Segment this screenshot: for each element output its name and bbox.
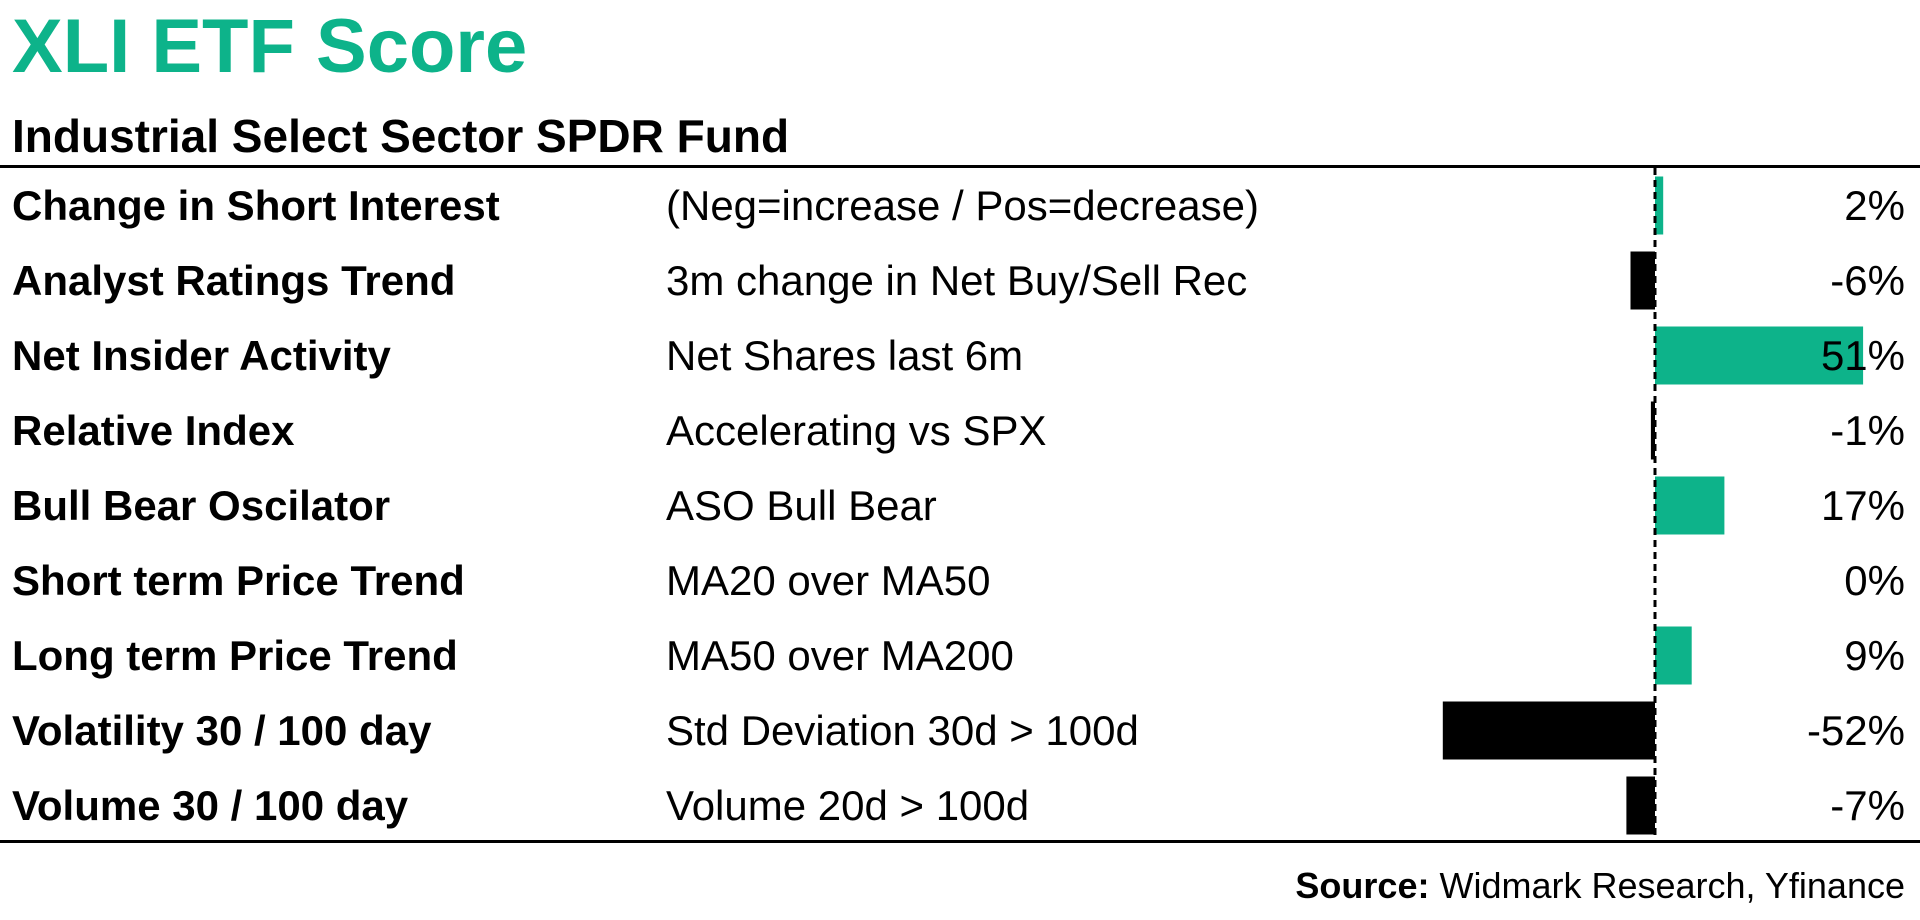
row-metric-name: Analyst Ratings Trend	[12, 257, 456, 304]
row-metric-description: Std Deviation 30d > 100d	[666, 707, 1139, 754]
row-value-label: -7%	[1830, 782, 1905, 829]
row-metric-name: Long term Price Trend	[12, 632, 458, 679]
row-metric-name: Bull Bear Oscilator	[12, 482, 391, 529]
table-row: Volume 30 / 100 day Volume 20d > 100d -7…	[0, 768, 1920, 843]
page-subtitle: Industrial Select Sector SPDR Fund	[12, 110, 790, 162]
row-value-label: 17%	[1820, 482, 1905, 529]
row-value-label: -6%	[1830, 257, 1905, 304]
row-value-label: 0%	[1844, 557, 1905, 604]
score-table: Change in Short Interest (Neg=increase /…	[0, 168, 1920, 840]
table-row: Bull Bear Oscilator ASO Bull Bear 17%	[0, 468, 1920, 543]
table-row: Volatility 30 / 100 day Std Deviation 30…	[0, 693, 1920, 768]
row-metric-name: Volatility 30 / 100 day	[12, 707, 432, 754]
row-metric-name: Volume 30 / 100 day	[12, 782, 409, 829]
bar-volatility-30-100-day	[1442, 701, 1655, 760]
source-label: Source:	[1295, 865, 1430, 906]
row-metric-description: MA20 over MA50	[666, 557, 991, 604]
row-metric-name: Relative Index	[12, 407, 295, 454]
row-value-label: 2%	[1844, 182, 1905, 229]
bottom-divider	[0, 840, 1920, 843]
table-row: Net Insider Activity Net Shares last 6m …	[0, 318, 1920, 393]
row-metric-description: Net Shares last 6m	[666, 332, 1024, 379]
table-row: Short term Price Trend MA20 over MA50 0%	[0, 543, 1920, 618]
bar-change-in-short-interest	[1655, 176, 1664, 235]
table-row: Analyst Ratings Trend 3m change in Net B…	[0, 243, 1920, 318]
row-metric-description: (Neg=increase / Pos=decrease)	[666, 182, 1259, 229]
table-row: Change in Short Interest (Neg=increase /…	[0, 168, 1920, 243]
bar-chart	[1442, 168, 1864, 840]
row-metric-name: Change in Short Interest	[12, 182, 500, 229]
row-metric-description: Accelerating vs SPX	[666, 407, 1047, 454]
bar-analyst-ratings-trend	[1630, 251, 1655, 310]
row-metric-description: MA50 over MA200	[666, 632, 1014, 679]
row-value-label: 9%	[1844, 632, 1905, 679]
table-row: Long term Price Trend MA50 over MA200 9%	[0, 618, 1920, 693]
row-metric-description: ASO Bull Bear	[666, 482, 937, 529]
row-value-label: 51%	[1820, 332, 1905, 379]
row-value-label: -1%	[1830, 407, 1905, 454]
row-value-label: -52%	[1806, 707, 1905, 754]
table-row: Relative Index Accelerating vs SPX -1%	[0, 393, 1920, 468]
row-metric-name: Net Insider Activity	[12, 332, 391, 379]
bar-bull-bear-oscilator	[1655, 476, 1725, 535]
bar-volume-30-100-day	[1626, 776, 1655, 835]
bars-layer	[1442, 176, 1864, 835]
page-title: XLI ETF Score	[12, 4, 528, 89]
bar-relative-index	[1650, 401, 1655, 460]
row-metric-description: Volume 20d > 100d	[666, 782, 1030, 829]
bar-long-term-price-trend	[1655, 626, 1692, 685]
row-metric-name: Short term Price Trend	[12, 557, 465, 604]
bar-net-insider-activity	[1655, 326, 1864, 385]
top-divider	[0, 165, 1920, 168]
source-text: Widmark Research, Yfinance	[1429, 865, 1905, 906]
source-note: Source: Widmark Research, Yfinance	[1295, 864, 1905, 908]
row-metric-description: 3m change in Net Buy/Sell Rec	[666, 257, 1248, 304]
